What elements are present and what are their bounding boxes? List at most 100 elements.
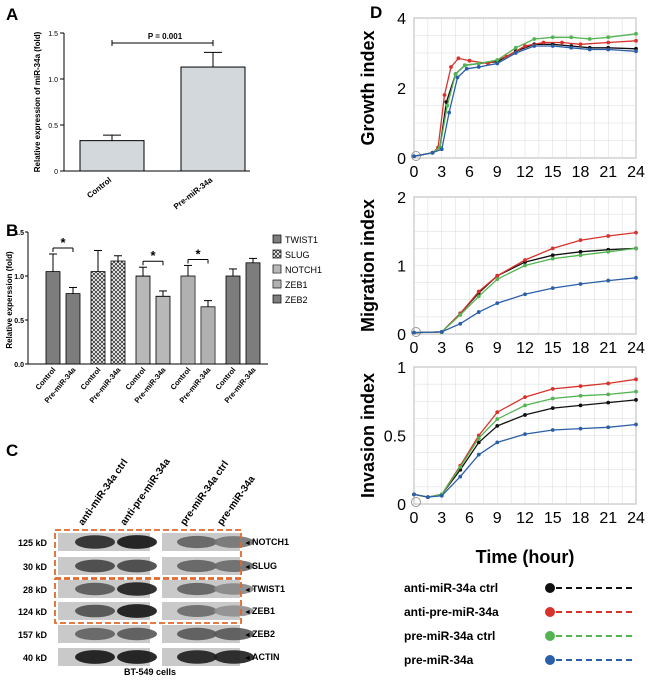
y-tick-label: 1 [397,259,406,276]
series-point [606,425,611,430]
y-axis-label: Invasion index [358,373,378,498]
series-point [495,58,500,62]
x-tick-label: 0 [410,340,419,357]
series-point [412,492,416,497]
series-point [495,301,500,306]
y-tick-label: 0 [54,169,58,176]
series-point [476,294,481,299]
blot-band [177,627,217,641]
band-arrow: ◄ [244,609,251,616]
x-tick-label: 21 [599,164,617,181]
x-tick-label: 12 [516,164,534,181]
significance-star: * [195,246,201,261]
series-point [439,330,444,334]
legend-label: anti-miR-34a ctrl [404,581,498,595]
legend-label: anti-pre-miR-34a [404,605,499,619]
series-point [532,44,537,48]
protein-label: NOTCH1 [252,537,289,547]
blot-band [214,605,254,617]
protein-label: SLUG [252,561,277,571]
series-point [569,35,574,40]
series-point [578,393,583,398]
series-line-2 [413,247,637,334]
panel-label-b: B [6,221,18,240]
y-tick-label: 1 [397,360,406,377]
series-point [634,49,638,54]
band-arrow: ◄ [244,540,251,547]
band-arrow: ◄ [244,587,251,594]
blot-band [177,535,217,549]
molecular-weight-label: 125 kD [18,538,48,548]
series-point [447,110,452,115]
series-point [495,277,500,282]
series-point [476,61,481,66]
blot-caption: BT-549 cells [124,667,176,677]
legend-swatch [272,279,282,289]
legend-marker [545,655,555,665]
x-tick-label: 21 [599,340,617,357]
x-tick-label: 18 [572,164,590,181]
x-axis-label: Time (hour) [476,547,575,567]
series-point [425,495,430,500]
series-point [453,72,458,76]
legend-label: SLUG [285,250,310,260]
series-point [513,51,518,55]
series-point [634,422,638,427]
y-tick-label: 0 [397,497,406,514]
bar [245,262,261,365]
x-tick-label: 6 [465,340,474,357]
series-point [578,282,583,286]
y-tick-label: 1.0 [14,274,24,281]
series-point [634,397,638,402]
legend-swatch [272,234,282,244]
x-tick-label: 18 [572,510,590,527]
legend-label: pre-miR-34a [404,653,474,667]
x-tick-label: 18 [572,340,590,357]
series-point [550,396,555,401]
series-point [523,395,527,400]
panel-label-d: D [370,3,382,22]
y-tick-label: 0.5 [14,318,24,325]
legend-swatch [272,249,282,259]
blot-band [75,535,115,549]
protein-label: ZEB1 [252,606,275,616]
blot-band [117,559,157,573]
blot-band [214,650,254,664]
series-point [532,37,537,41]
x-tick-label: 12 [516,340,534,357]
bar [180,275,196,365]
blot-band [75,559,115,573]
series-point [476,436,481,441]
x-tick-label: 12 [516,510,534,527]
series-point [430,150,435,155]
y-tick-label: 0.5 [384,429,406,446]
blot-band [117,582,157,596]
series-point [523,258,527,262]
series-point [550,253,555,258]
legend-marker [545,583,555,593]
blot-band [177,582,217,596]
bar [79,140,145,172]
series-point [476,452,481,457]
series-point [467,58,472,63]
series-point [578,42,583,47]
blot-band [75,604,115,618]
blot-band [177,559,217,573]
protein-label: ZEB2 [252,629,275,639]
series-point [550,406,555,410]
series-point [606,381,611,386]
series-point [412,330,416,335]
series-point [455,75,460,80]
panel-d-legend: anti-miR-34a ctrl anti-pre-miR-34a pre-miR… [404,581,636,667]
y-tick-label: 0 [397,327,406,344]
series-point [606,234,611,238]
y-tick-label: 2 [397,190,406,207]
x-tick-label: 24 [627,164,645,181]
origin-marker [411,497,421,507]
bar [65,293,81,365]
series-point [445,103,450,108]
significance-star: * [150,248,156,263]
series-point [523,413,527,417]
